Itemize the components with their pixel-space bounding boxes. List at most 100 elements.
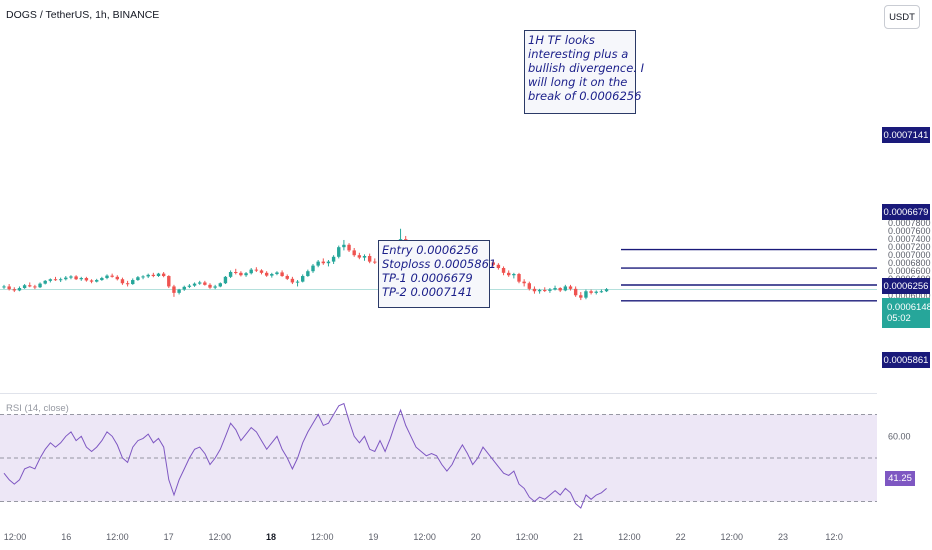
- candle-body: [507, 272, 511, 276]
- level-label-stop: 0.0005861: [882, 352, 930, 368]
- candle-body: [316, 261, 320, 266]
- time-tick-label: 12:00: [618, 532, 641, 542]
- price-tick-label: 0.0007600: [888, 226, 931, 236]
- level-label-tp1: 0.0006679: [882, 204, 930, 220]
- trade-level-lines[interactable]: [621, 248, 877, 302]
- time-tick-label: 12:00: [413, 532, 436, 542]
- price-tick-label: 0.0007000: [888, 250, 931, 260]
- candle-body: [167, 276, 171, 287]
- time-tick-label: 12:00: [4, 532, 27, 542]
- candle-body: [270, 274, 274, 276]
- time-tick-label: 17: [164, 532, 174, 542]
- candle-body: [43, 280, 47, 284]
- candle-body: [496, 264, 501, 269]
- candle-body: [522, 281, 526, 284]
- candle-body: [74, 276, 78, 280]
- price-tick-label: 0.0006800: [888, 258, 931, 268]
- candle-body: [352, 250, 356, 256]
- price-tick-label: 0.0007200: [888, 242, 931, 252]
- candle-body: [264, 272, 269, 276]
- symbol-title: DOGS / TetherUS, 1h, BINANCE: [6, 9, 160, 21]
- level-label-tp2: 0.0007141: [882, 127, 930, 143]
- candle-body: [584, 291, 588, 298]
- candle-body: [589, 291, 593, 293]
- pane-divider[interactable]: [0, 393, 877, 394]
- last-price-badge: 0.0006148 05:02: [882, 298, 932, 328]
- candle-body: [285, 276, 289, 279]
- candle-body: [136, 277, 140, 281]
- candle-body: [259, 270, 264, 273]
- bar-countdown: 05:02: [887, 313, 911, 324]
- price-axis-background: [877, 0, 932, 550]
- rsi-line[interactable]: [3, 402, 607, 509]
- candle-body: [254, 269, 259, 271]
- candle-body: [172, 286, 176, 293]
- candle-body: [203, 282, 207, 285]
- candle-body: [156, 273, 161, 277]
- candle-body: [337, 247, 341, 257]
- candle-body: [342, 244, 346, 248]
- idea-note-line: 1H TF looks: [528, 33, 595, 47]
- candle-body: [213, 286, 217, 288]
- candle-body: [306, 271, 310, 277]
- candle-body: [501, 268, 506, 273]
- time-tick-label: 18: [266, 532, 276, 542]
- candle-body: [105, 275, 109, 279]
- idea-note-line: interesting plus a: [528, 47, 629, 61]
- candle-body: [161, 273, 166, 277]
- candle-body: [543, 290, 547, 292]
- time-tick-label: 21: [573, 532, 583, 542]
- candle-body: [177, 289, 181, 293]
- candle-body: [48, 279, 53, 281]
- candle-body: [573, 288, 578, 296]
- currency-button[interactable]: USDT: [884, 5, 920, 29]
- rsi-value-badge: 41.25: [885, 471, 915, 486]
- time-tick-label: 12:00: [721, 532, 744, 542]
- candle-body: [141, 276, 145, 278]
- candle-body: [100, 278, 104, 281]
- candle-body: [311, 265, 315, 272]
- rsi-axis-ticks: 60.00: [888, 431, 911, 441]
- candle-body: [125, 283, 130, 285]
- candle-body: [563, 286, 568, 291]
- candle-body: [373, 261, 377, 263]
- time-tick-label: 12:00: [311, 532, 334, 542]
- time-tick-label: 12:00: [516, 532, 539, 542]
- candle-body: [33, 286, 37, 288]
- candle-body: [579, 295, 583, 298]
- candle-body: [234, 272, 238, 274]
- price-tick-label: 0.0007400: [888, 234, 931, 244]
- idea-note[interactable]: 1H TF looks interesting plus a bullish d…: [524, 30, 644, 114]
- candle-body: [228, 272, 233, 277]
- price-tick-label: 0.0006000: [888, 290, 931, 300]
- candle-body: [198, 282, 202, 284]
- candle-body: [537, 290, 542, 292]
- candle-body: [84, 278, 89, 281]
- candle-body: [558, 288, 562, 291]
- candle-body: [321, 261, 325, 264]
- candle-body: [326, 261, 331, 264]
- price-tick-label: 0.0006600: [888, 266, 931, 276]
- time-tick-label: 19: [368, 532, 378, 542]
- candle-body: [362, 255, 367, 258]
- candle-body: [69, 276, 73, 278]
- trade-plan-note[interactable]: Entry 0.0006256 Stoploss 0.0005861 TP-1 …: [378, 240, 496, 308]
- candle-body: [218, 283, 222, 287]
- time-tick-label: 16: [61, 532, 71, 542]
- candle-body: [553, 288, 557, 290]
- candle-body: [275, 272, 279, 275]
- candle-body: [110, 275, 114, 277]
- rsi-guide-lines: [0, 414, 877, 502]
- candle-body: [38, 283, 42, 288]
- candle-body: [239, 272, 243, 276]
- candle-body: [120, 279, 125, 284]
- time-tick-label: 12:00: [209, 532, 232, 542]
- candle-body: [95, 280, 99, 282]
- trade-plan-line: TP-1 0.0006679: [382, 271, 473, 285]
- candle-body: [548, 289, 552, 291]
- candle-body: [12, 289, 16, 291]
- last-price-value: 0.0006148: [887, 302, 932, 313]
- idea-note-line: will long it on the: [528, 75, 628, 89]
- candle-body: [7, 286, 11, 290]
